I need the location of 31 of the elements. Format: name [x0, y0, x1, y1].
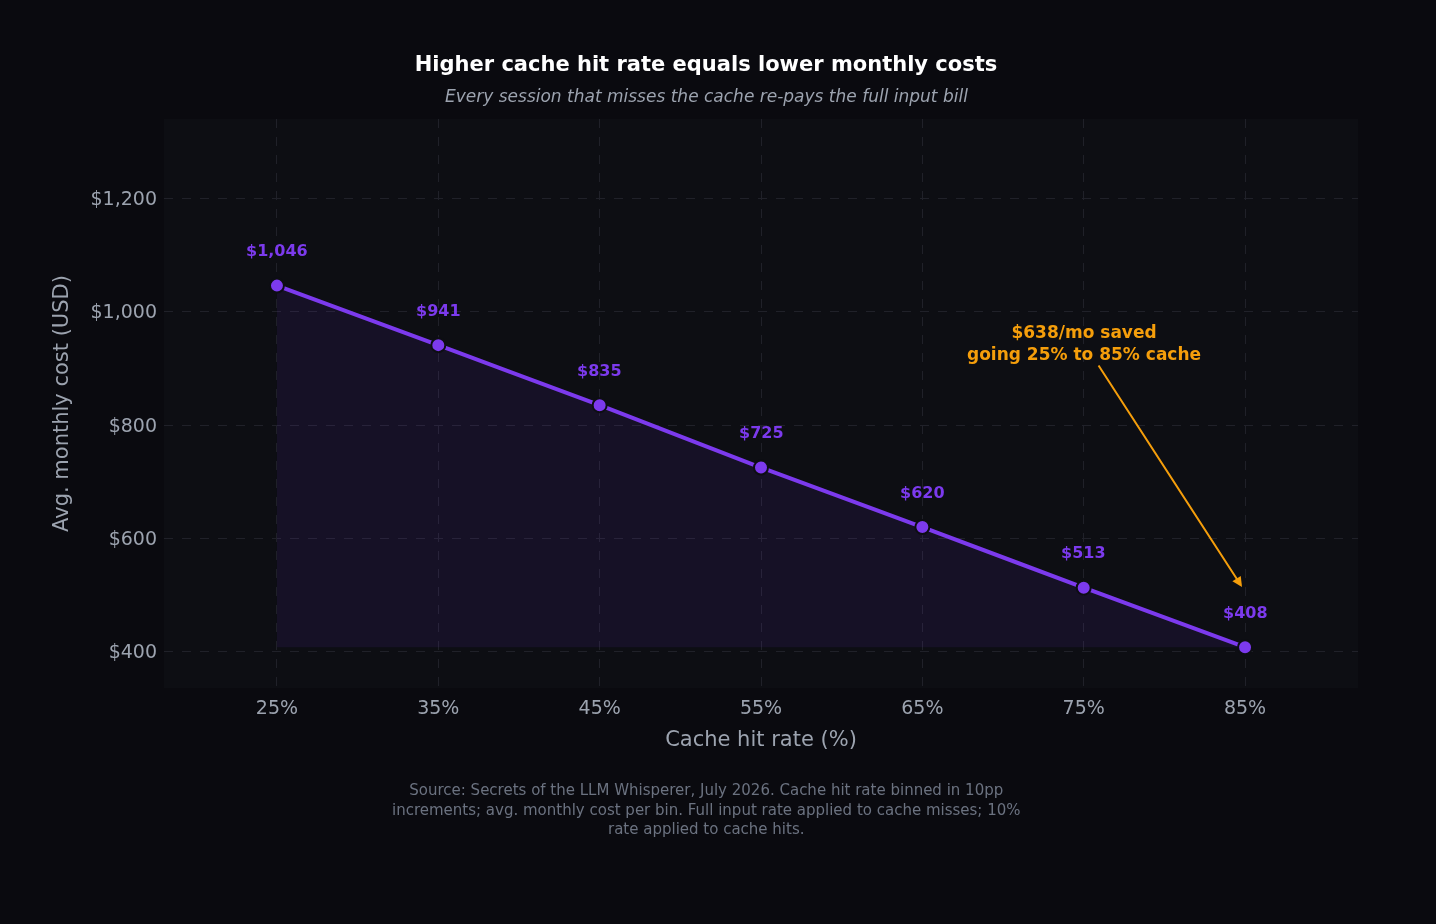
data-label: $408 [1223, 603, 1268, 622]
point [430, 337, 447, 354]
x-tick-label: 25% [255, 696, 299, 718]
point [1075, 579, 1092, 596]
point [914, 519, 931, 536]
annotation: $638/mo saved going 25% to 85% cache [967, 322, 1202, 365]
point [753, 459, 769, 476]
x-tick-label: 45% [578, 696, 621, 718]
chart-subtitle: Every session that misses the cache re-pays the full input bill [445, 86, 969, 106]
chart-title: Higher cache hit rate equals lower monthly costs [414, 52, 998, 77]
y-tick-label: $1,200 [90, 186, 157, 209]
data-label: $725 [739, 423, 784, 442]
data-label: $513 [1061, 543, 1106, 562]
source-note: Source: Secrets of the LLM Whisperer, July 2026. Cache hit rate binned in 10pp increments; avg. monthly cost per bin. Full input rate applied to cache misses; 10% rate applied to cache hits. [392, 781, 1021, 838]
data-label: $941 [416, 301, 461, 320]
y-tick-label: $600 [108, 527, 157, 550]
data-label: $835 [577, 361, 622, 380]
data-label: $620 [900, 483, 945, 502]
y-tick-label: $1,000 [90, 300, 157, 323]
data-label: $1,046 [246, 241, 308, 260]
point [1237, 639, 1254, 656]
y-axis-title: Avg. monthly cost (USD) [48, 275, 73, 532]
x-axis-title: Cache hit rate (%) [665, 727, 857, 752]
y-tick-label: $400 [108, 640, 157, 663]
point [591, 397, 608, 414]
y-tick-label: $800 [108, 413, 157, 436]
x-tick-label: 55% [739, 696, 783, 718]
x-tick-label: 35% [417, 696, 460, 718]
x-tick-label: 65% [901, 696, 944, 718]
x-tick-label: 85% [1223, 696, 1267, 718]
x-tick-label: 75% [1062, 696, 1105, 718]
